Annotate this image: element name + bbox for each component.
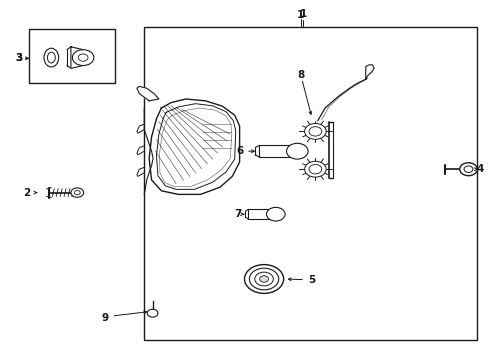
Circle shape [244,265,283,293]
Polygon shape [71,47,83,68]
Circle shape [308,165,321,174]
Text: 2: 2 [23,188,30,198]
Circle shape [78,54,88,61]
Circle shape [459,163,476,176]
Circle shape [304,123,325,139]
Ellipse shape [47,52,55,63]
Circle shape [463,166,472,172]
Text: 3: 3 [15,53,22,63]
Circle shape [74,190,80,195]
Text: 9: 9 [102,312,108,323]
Bar [248,209,269,219]
Bar [259,145,288,157]
Circle shape [72,50,94,66]
Circle shape [71,188,83,197]
Ellipse shape [44,48,59,67]
Text: 1: 1 [297,10,304,20]
Circle shape [308,127,321,136]
Polygon shape [137,86,159,101]
Bar [144,27,476,340]
Circle shape [147,309,158,317]
Text: 5: 5 [308,275,315,285]
Text: 8: 8 [297,69,304,80]
Circle shape [254,272,273,286]
Bar [29,29,115,83]
Text: 4: 4 [475,164,483,174]
Text: 3: 3 [15,53,22,63]
Text: 1: 1 [299,9,306,19]
Polygon shape [365,65,373,79]
Text: 7: 7 [234,209,242,219]
Circle shape [304,161,325,177]
Circle shape [249,268,278,290]
Circle shape [286,143,307,159]
Text: 6: 6 [236,146,243,156]
Circle shape [266,207,285,221]
Polygon shape [149,99,239,194]
Circle shape [259,276,268,282]
